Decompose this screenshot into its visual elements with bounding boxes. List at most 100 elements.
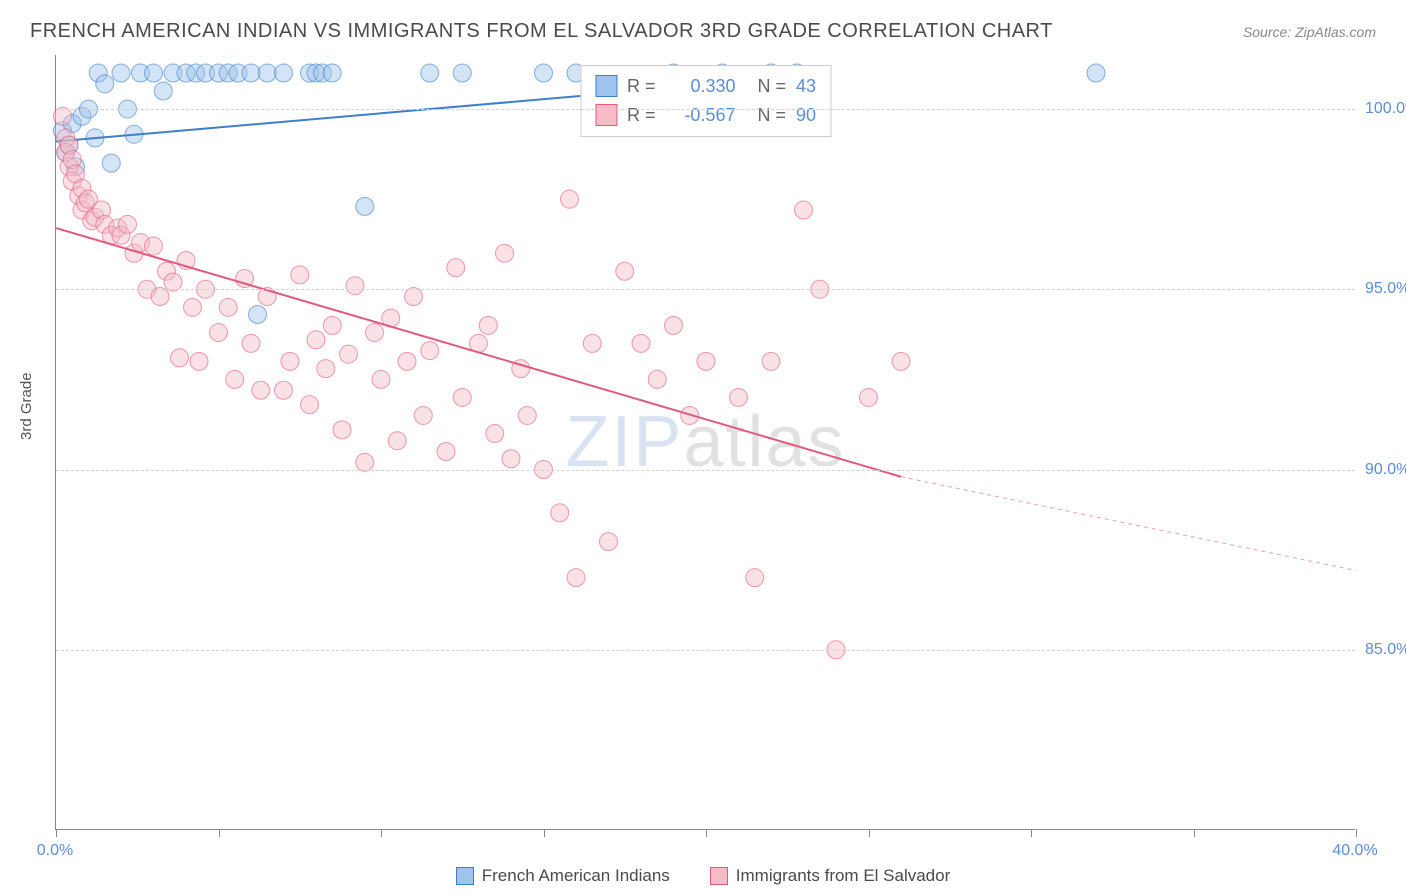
r-value: 0.330 (665, 72, 735, 101)
x-tick (1194, 829, 1195, 837)
data-point (317, 360, 335, 378)
r-value: -0.567 (665, 101, 735, 130)
r-label: R = (627, 101, 656, 130)
data-point (421, 64, 439, 82)
data-point (145, 64, 163, 82)
y-tick-label: 100.0% (1365, 100, 1406, 118)
data-point (281, 352, 299, 370)
data-point (333, 421, 351, 439)
gridline (56, 650, 1355, 651)
data-point (96, 75, 114, 93)
data-point (616, 262, 634, 280)
gridline (56, 470, 1355, 471)
data-point (366, 324, 384, 342)
data-point (258, 64, 276, 82)
data-point (219, 298, 237, 316)
data-point (346, 277, 364, 295)
legend-row: R = 0.330 N = 43 (595, 72, 816, 101)
data-point (291, 266, 309, 284)
data-point (453, 64, 471, 82)
data-point (551, 504, 569, 522)
data-point (102, 154, 120, 172)
data-point (496, 244, 514, 262)
data-point (762, 352, 780, 370)
data-point (275, 64, 293, 82)
legend-item: French American Indians (456, 866, 670, 886)
data-point (535, 64, 553, 82)
legend-item: Immigrants from El Salvador (710, 866, 950, 886)
data-point (892, 352, 910, 370)
data-point (486, 424, 504, 442)
data-point (697, 352, 715, 370)
legend-swatch (710, 867, 728, 885)
legend-label: Immigrants from El Salvador (736, 866, 950, 886)
data-point (665, 316, 683, 334)
data-point (398, 352, 416, 370)
data-point (226, 370, 244, 388)
data-point (307, 331, 325, 349)
gridline (56, 289, 1355, 290)
scatter-plot-area: ZIPatlas R =0.330N =43R =-0.567N =90 85.… (55, 55, 1355, 830)
x-tick (381, 829, 382, 837)
data-point (583, 334, 601, 352)
r-label: R = (627, 72, 656, 101)
data-point (860, 388, 878, 406)
x-tick (1356, 829, 1357, 837)
y-tick-label: 85.0% (1365, 641, 1406, 659)
data-point (249, 306, 267, 324)
n-label: N = (757, 101, 786, 130)
data-point (421, 342, 439, 360)
series-legend: French American Indians Immigrants from E… (0, 866, 1406, 886)
data-point (210, 324, 228, 342)
data-point (184, 298, 202, 316)
x-tick-label: 0.0% (37, 842, 73, 860)
legend-swatch (595, 75, 617, 97)
n-value: 43 (796, 72, 816, 101)
plot-svg (56, 55, 1355, 829)
data-point (356, 197, 374, 215)
data-point (518, 406, 536, 424)
legend-label: French American Indians (482, 866, 670, 886)
chart-title: FRENCH AMERICAN INDIAN VS IMMIGRANTS FRO… (30, 20, 1053, 43)
data-point (561, 190, 579, 208)
data-point (171, 349, 189, 367)
x-tick (869, 829, 870, 837)
data-point (447, 259, 465, 277)
data-point (648, 370, 666, 388)
data-point (746, 569, 764, 587)
data-point (388, 432, 406, 450)
data-point (479, 316, 497, 334)
data-point (145, 237, 163, 255)
x-tick (219, 829, 220, 837)
data-point (1087, 64, 1105, 82)
y-tick-label: 95.0% (1365, 280, 1406, 298)
source-credit: Source: ZipAtlas.com (1243, 24, 1376, 40)
n-label: N = (757, 72, 786, 101)
data-point (252, 381, 270, 399)
y-tick-label: 90.0% (1365, 461, 1406, 479)
data-point (190, 352, 208, 370)
y-axis-label: 3rd Grade (18, 372, 35, 440)
gridline (56, 109, 1355, 110)
x-tick (706, 829, 707, 837)
legend-row: R =-0.567N =90 (595, 101, 816, 130)
data-point (372, 370, 390, 388)
trend-line-extrapolated (901, 477, 1356, 571)
x-tick (56, 829, 57, 837)
x-tick (1031, 829, 1032, 837)
data-point (154, 82, 172, 100)
header-row: FRENCH AMERICAN INDIAN VS IMMIGRANTS FRO… (30, 20, 1376, 43)
data-point (323, 316, 341, 334)
data-point (437, 443, 455, 461)
data-point (453, 388, 471, 406)
data-point (242, 64, 260, 82)
data-point (632, 334, 650, 352)
x-tick (544, 829, 545, 837)
correlation-legend: R =0.330N =43R =-0.567N =90 (580, 65, 831, 137)
data-point (275, 381, 293, 399)
data-point (600, 533, 618, 551)
x-tick-label: 40.0% (1332, 842, 1377, 860)
legend-swatch (456, 867, 474, 885)
data-point (502, 450, 520, 468)
data-point (119, 215, 137, 233)
